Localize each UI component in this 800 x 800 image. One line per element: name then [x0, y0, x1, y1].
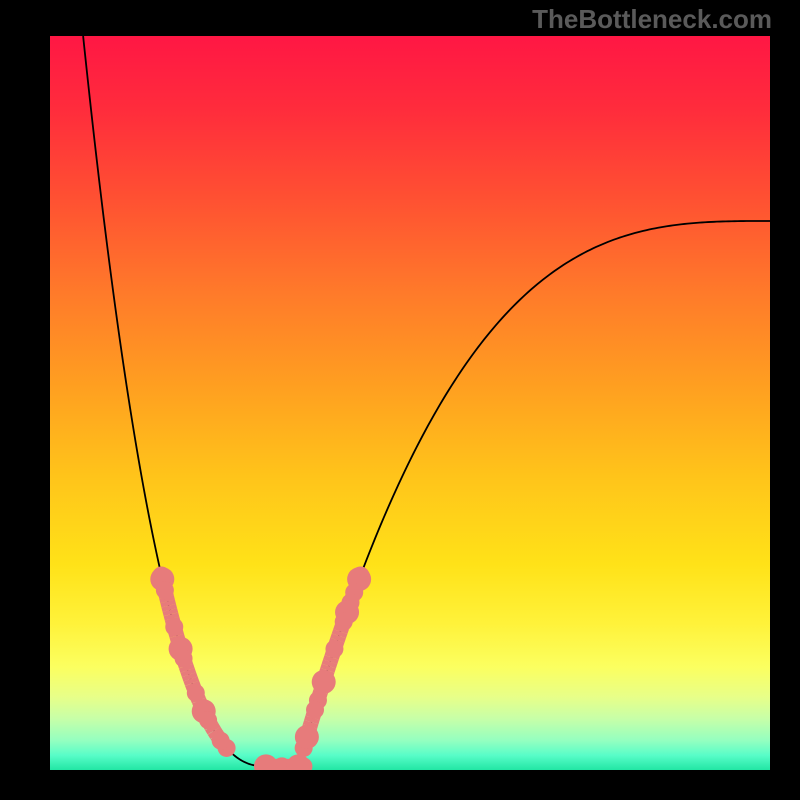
marker-layer: [150, 566, 371, 770]
marker-dot: [165, 618, 183, 636]
marker-dot: [312, 670, 336, 694]
marker-dot: [212, 732, 230, 750]
marker-dot: [187, 684, 205, 702]
marker-dot: [306, 701, 324, 719]
marker-dot: [325, 640, 343, 658]
marker-dot: [156, 581, 174, 599]
marker-band: [329, 662, 330, 666]
marker-band: [330, 657, 331, 661]
marker-band: [169, 606, 170, 610]
marker-dot: [295, 725, 319, 749]
marker-band: [191, 679, 193, 683]
marker-band: [187, 670, 188, 674]
marker-band: [168, 601, 169, 605]
marker-band: [171, 614, 172, 618]
marker-band: [327, 666, 328, 670]
marker-dot: [175, 649, 193, 667]
plot-area: [50, 36, 770, 770]
marker-band: [170, 610, 171, 614]
marker-band: [311, 718, 312, 722]
marker-band: [337, 636, 338, 640]
marker-band: [189, 675, 191, 679]
frame: TheBottleneck.com: [0, 0, 800, 800]
marker-dot: [286, 754, 310, 770]
watermark-text: TheBottleneck.com: [532, 4, 772, 35]
marker-dot: [199, 711, 217, 729]
marker-dot: [335, 613, 353, 631]
chart-overlay: [50, 36, 770, 770]
marker-band: [339, 632, 340, 636]
